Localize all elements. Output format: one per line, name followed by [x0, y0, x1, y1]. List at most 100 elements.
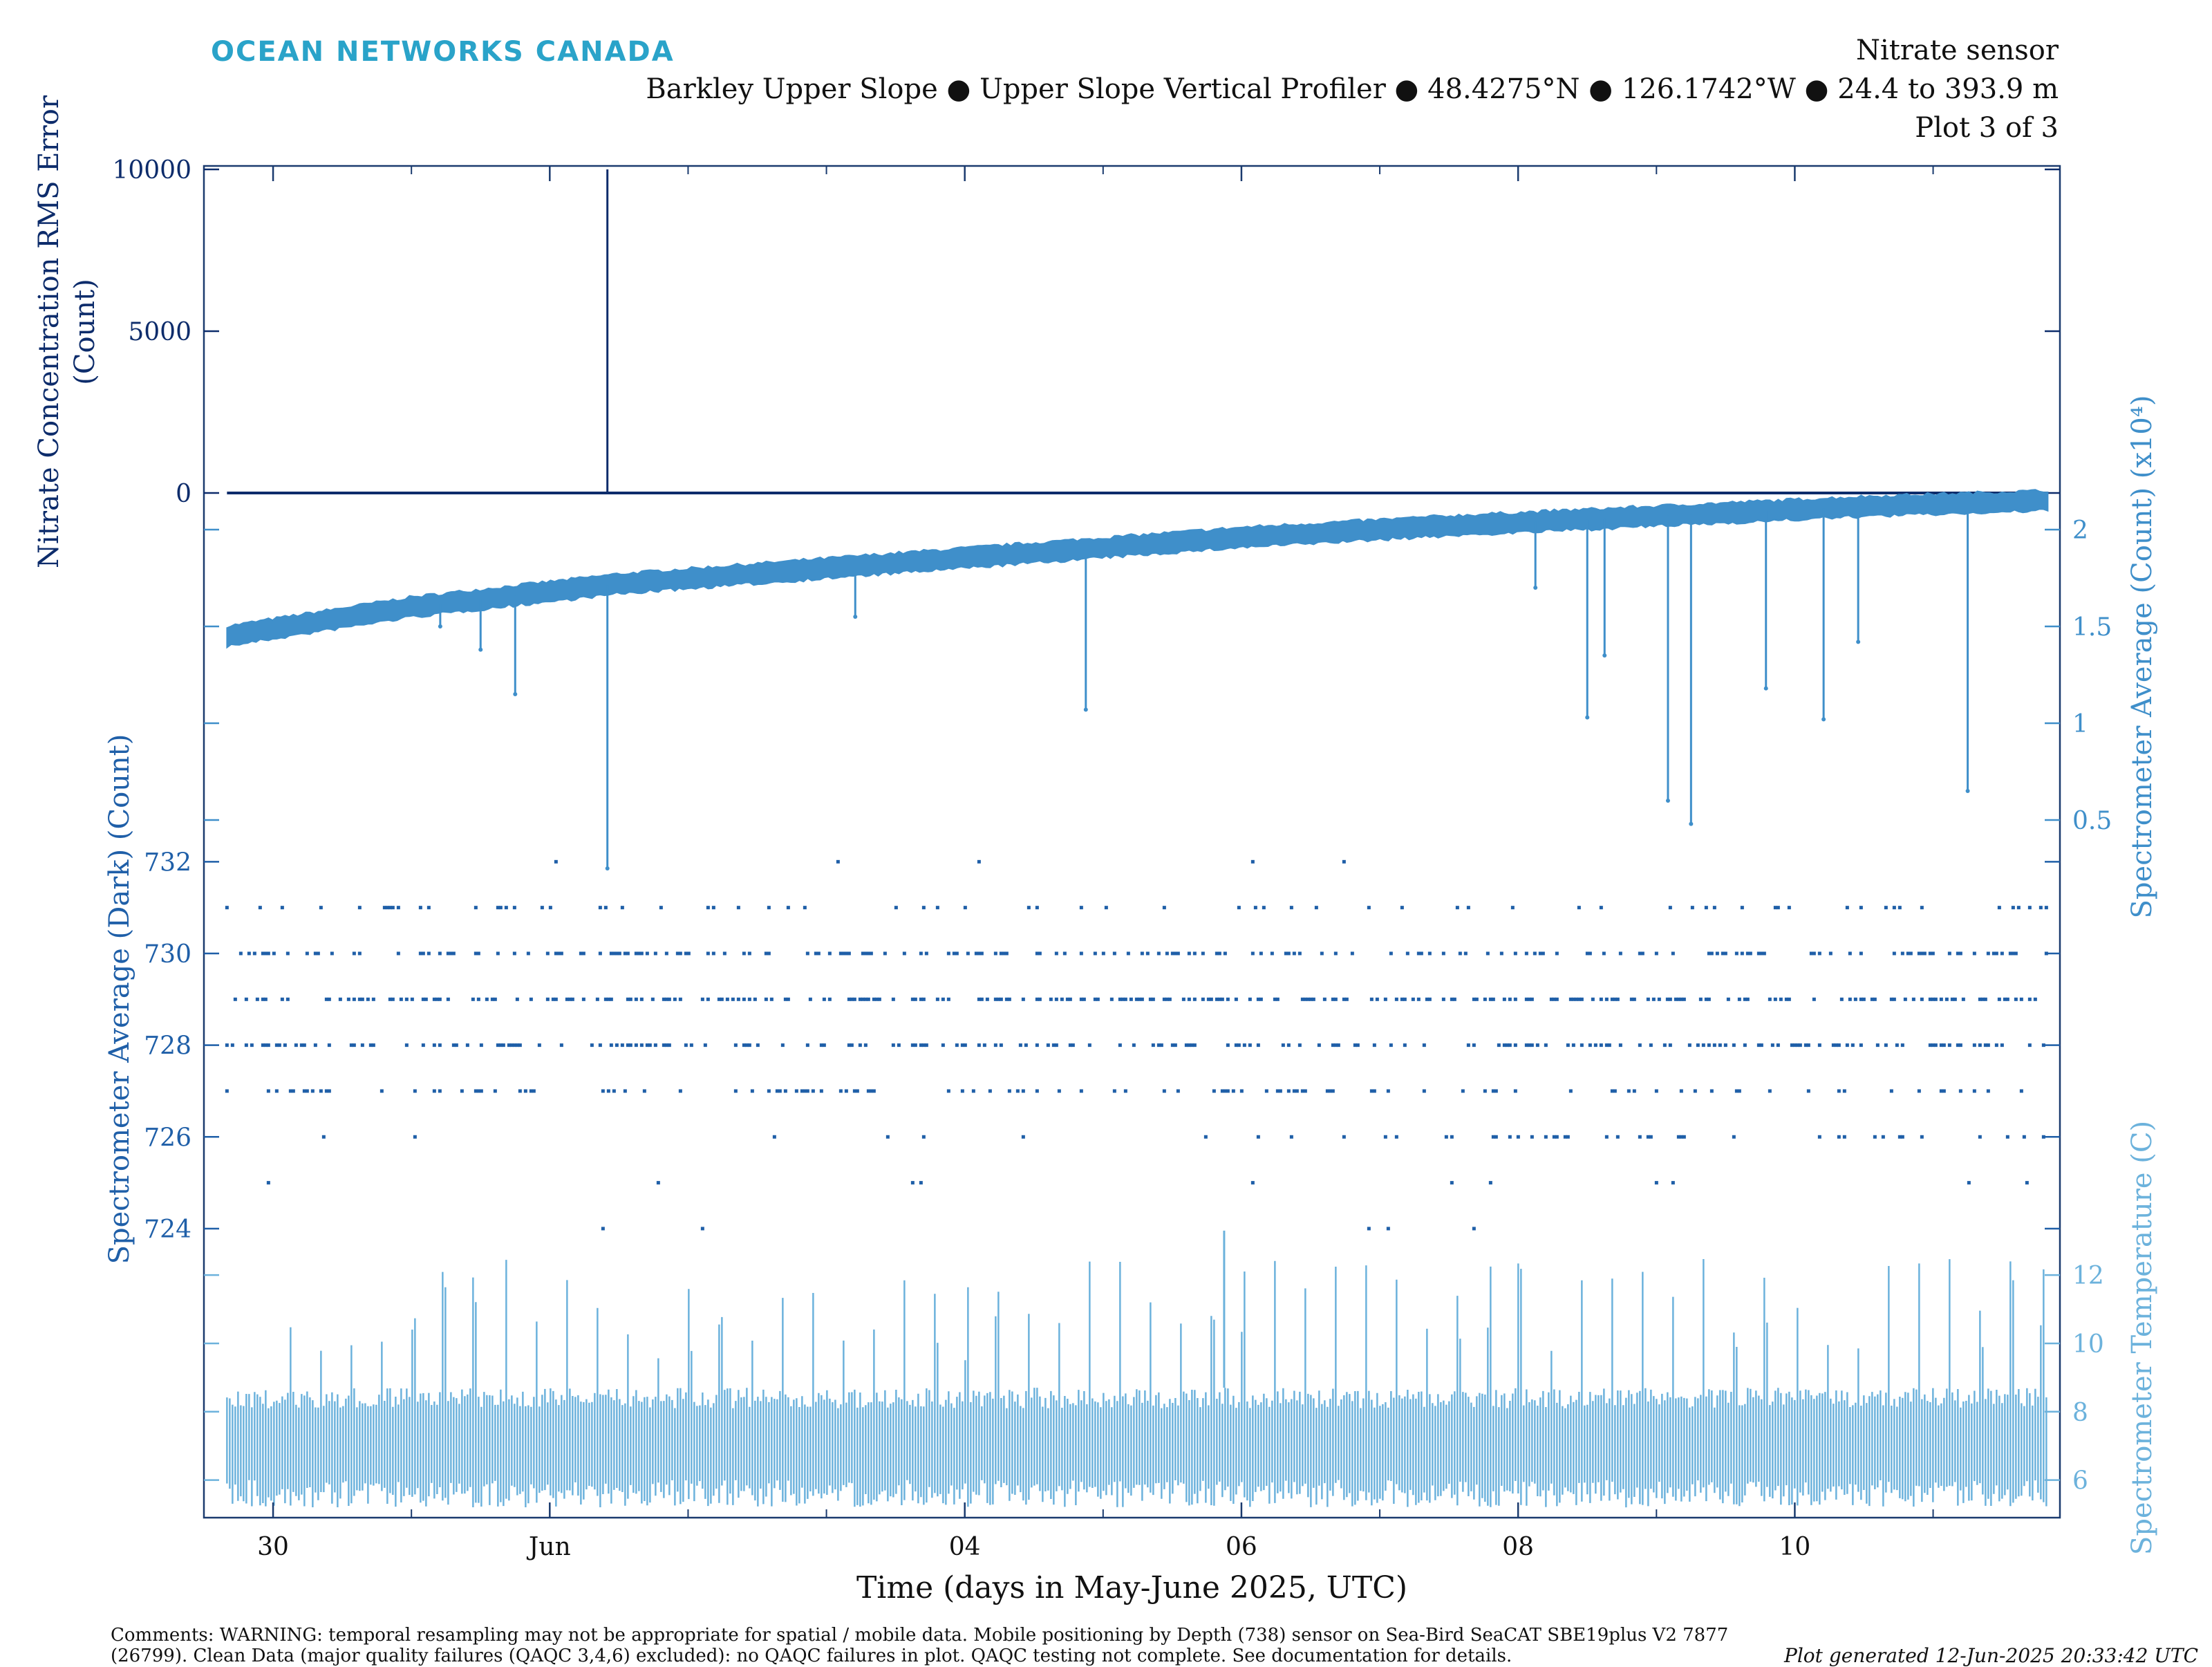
- dark-point: [1035, 951, 1039, 956]
- dark-point: [451, 1043, 456, 1047]
- dark-point: [1762, 951, 1766, 956]
- dark-point: [659, 906, 663, 910]
- dark-point: [1427, 951, 1432, 956]
- dark-point: [1986, 1043, 1990, 1047]
- chart-plot-counter: Plot 3 of 3: [1915, 112, 2059, 144]
- dark-point: [1375, 997, 1379, 1001]
- dark-point: [1662, 1043, 1667, 1047]
- dark-point: [1748, 951, 1752, 956]
- x-tick-label: 04: [949, 1533, 981, 1561]
- dark-point: [952, 951, 956, 956]
- dark-point: [1577, 906, 1581, 910]
- dark-point: [684, 951, 688, 956]
- rms-error-panel: 0 5000 10000: [112, 156, 2060, 508]
- dark-point: [1632, 1089, 1636, 1093]
- dark-point: [645, 1043, 649, 1047]
- dark-point: [1897, 1135, 1902, 1139]
- dark-tick-label: 728: [144, 1032, 191, 1061]
- dark-point: [935, 997, 939, 1001]
- dark-point: [1427, 997, 1432, 1001]
- brand-logo-text: OCEAN NETWORKS CANADA: [211, 36, 675, 68]
- dark-point: [266, 951, 270, 956]
- dark-point: [966, 951, 970, 956]
- dark-point: [1682, 997, 1686, 1001]
- dark-point: [1286, 1089, 1291, 1093]
- dark-point: [1342, 997, 1346, 1001]
- dark-point: [1325, 1089, 1329, 1093]
- dark-point: [1383, 1135, 1387, 1139]
- dark-point: [1798, 1043, 1802, 1047]
- dark-point: [1646, 1135, 1650, 1139]
- dark-point: [404, 997, 409, 1001]
- rms-tick-label: 10000: [112, 156, 191, 185]
- dark-point: [299, 1043, 303, 1047]
- dark-point: [703, 1043, 707, 1047]
- dark-point: [548, 906, 552, 910]
- dark-point: [454, 1043, 458, 1047]
- dark-point: [1121, 997, 1125, 1001]
- spectrometer-average-drop-point: [1821, 717, 1826, 722]
- dark-point: [1118, 997, 1122, 1001]
- dark-point: [285, 951, 290, 956]
- dark-point: [620, 906, 624, 910]
- dark-point: [778, 1089, 782, 1093]
- dark-point: [1123, 1089, 1127, 1093]
- spectrometer-average-drop-point: [853, 615, 858, 619]
- dark-point: [913, 1043, 917, 1047]
- dark-point: [891, 1043, 895, 1047]
- dark-point: [1533, 951, 1537, 956]
- dark-point: [1212, 1089, 1216, 1093]
- dark-point: [921, 1043, 926, 1047]
- dark-point: [2025, 1181, 2029, 1185]
- dark-point: [1530, 1135, 1534, 1139]
- rms-y-axis-label: Nitrate Concentration RMS Error: [33, 95, 65, 568]
- dark-point: [919, 997, 923, 1001]
- dark-point: [1087, 1043, 1091, 1047]
- avg-y-axis-label: Spectrometer Average (Count) (x10⁴): [2126, 395, 2158, 919]
- dark-point: [1770, 1043, 1774, 1047]
- dark-point: [509, 1043, 514, 1047]
- dark-point: [545, 997, 550, 1001]
- dark-point: [852, 1089, 856, 1093]
- dark-point: [1740, 951, 1744, 956]
- dark-point: [1452, 997, 1456, 1001]
- dark-point: [1051, 1043, 1056, 1047]
- dark-point: [653, 1043, 657, 1047]
- dark-point: [2003, 997, 2007, 1001]
- dark-point: [1817, 951, 1821, 956]
- dark-point: [526, 951, 530, 956]
- dark-point: [1657, 997, 1661, 1001]
- dark-point: [1441, 951, 1445, 956]
- dark-point: [1693, 1089, 1697, 1093]
- dark-point: [1054, 1043, 1058, 1047]
- dark-point: [639, 951, 644, 956]
- dark-point: [1002, 951, 1006, 956]
- dark-point: [628, 997, 632, 1001]
- dark-point: [1638, 1043, 1642, 1047]
- dark-point: [1450, 997, 1454, 1001]
- spectrometer-average-panel: 0.5 1 1.5 2: [204, 489, 2112, 870]
- spectrometer-average-drop-point: [1689, 821, 1694, 826]
- temp-y-axis-label: Spectrometer Temperature (C): [2126, 1121, 2158, 1555]
- dark-point: [1331, 1043, 1335, 1047]
- dark-point: [321, 1135, 326, 1139]
- dark-point: [357, 906, 362, 910]
- dark-point: [1817, 1043, 1821, 1047]
- dark-point: [515, 997, 519, 1001]
- dark-point: [1939, 1089, 1943, 1093]
- dark-point: [1632, 997, 1636, 1001]
- spectrometer-average-drop-point: [1533, 586, 1538, 590]
- dark-point: [1383, 997, 1387, 1001]
- dark-point: [2005, 997, 2009, 1001]
- dark-point: [1773, 906, 1777, 910]
- dark-point: [1165, 997, 1169, 1001]
- dark-point: [1286, 1043, 1291, 1047]
- dark-point: [1134, 997, 1138, 1001]
- dark-point: [731, 997, 735, 1001]
- dark-point: [371, 1043, 375, 1047]
- dark-point: [1201, 997, 1205, 1001]
- dark-point: [512, 1043, 516, 1047]
- dark-point: [1176, 1089, 1180, 1093]
- dark-point: [1209, 997, 1213, 1001]
- dark-point: [1756, 951, 1761, 956]
